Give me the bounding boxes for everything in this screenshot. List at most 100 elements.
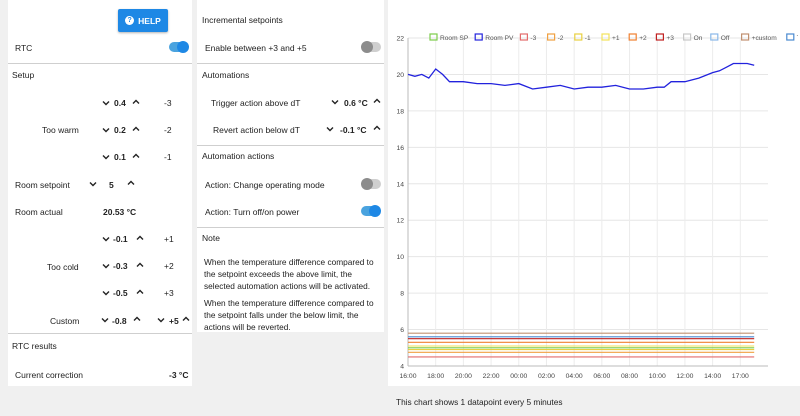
note-text-1: When the temperature difference compared… xyxy=(204,257,374,291)
x-tick-label: 08:00 xyxy=(621,373,638,380)
current-correction-label: Current correction xyxy=(15,370,84,380)
legend-label: -2 xyxy=(558,35,564,42)
divider xyxy=(197,63,384,64)
legend-label: -1 xyxy=(585,35,591,42)
warm-value: 0.1 xyxy=(114,152,126,162)
x-tick-label: 02:00 xyxy=(538,373,555,380)
too-cold-label: Too cold xyxy=(47,262,79,272)
custom-step: +5 xyxy=(169,316,179,326)
x-tick-label: 20:00 xyxy=(455,373,472,380)
chevron-down-icon[interactable] xyxy=(100,124,112,136)
chevron-up-icon[interactable] xyxy=(134,232,146,244)
chevron-up-icon[interactable] xyxy=(130,96,142,108)
cold-step: +2 xyxy=(164,261,174,271)
x-tick-label: 04:00 xyxy=(566,373,583,380)
chevron-up-icon[interactable] xyxy=(180,313,192,325)
legend-swatch xyxy=(683,33,692,41)
legend-swatch xyxy=(741,33,750,41)
x-tick-label: 17:00 xyxy=(732,373,749,380)
legend-swatch xyxy=(786,33,795,41)
chevron-down-icon[interactable] xyxy=(324,123,336,135)
y-tick-label: 18 xyxy=(396,108,404,115)
legend-swatch xyxy=(655,33,664,41)
note-text-2: When the temperature difference compared… xyxy=(204,298,374,332)
enable-between-label: Enable between +3 and +5 xyxy=(205,43,307,53)
x-tick-label: 16:00 xyxy=(399,373,416,380)
chevron-down-icon[interactable] xyxy=(100,287,112,299)
cold-step: +3 xyxy=(164,288,174,298)
x-tick-label: 00:00 xyxy=(510,373,527,380)
room-setpoint-label: Room setpoint xyxy=(15,180,70,190)
divider xyxy=(197,145,384,146)
chevron-down-icon[interactable] xyxy=(100,151,112,163)
current-correction-value: -3 °C xyxy=(169,370,189,380)
too-warm-label: Too warm xyxy=(42,125,79,135)
x-tick-label: 10:00 xyxy=(649,373,666,380)
x-tick-label: 12:00 xyxy=(676,373,693,380)
room-actual-label: Room actual xyxy=(15,207,63,217)
setup-title: Setup xyxy=(12,70,35,80)
help-button[interactable]: ? HELP xyxy=(118,9,168,32)
chevron-down-icon[interactable] xyxy=(100,260,112,272)
help-label: HELP xyxy=(138,15,161,26)
legend-label: +1 xyxy=(612,35,620,42)
action-power-toggle[interactable] xyxy=(361,205,381,217)
cold-value: -0.3 xyxy=(113,261,128,271)
y-tick-label: 10 xyxy=(396,254,404,261)
automations-title: Automations xyxy=(202,70,250,80)
cold-step: +1 xyxy=(164,234,174,244)
cold-value: -0.1 xyxy=(113,234,128,244)
warm-value: 0.4 xyxy=(114,98,126,108)
legend-swatch xyxy=(628,33,637,41)
chevron-up-icon[interactable] xyxy=(134,259,146,271)
automation-panel: Incremental setpoints Enable between +3 … xyxy=(197,0,384,332)
legend-label: Room PV xyxy=(485,35,514,42)
automation-actions-title: Automation actions xyxy=(202,151,275,161)
chevron-down-icon[interactable] xyxy=(87,178,99,190)
cold-value: -0.5 xyxy=(113,288,128,298)
history-chart: 4 6 8 10 12 14 16 18 20 22 16:00 18:00 20:00 22:00 00:… xyxy=(396,33,798,380)
legend-label: +custom xyxy=(752,35,778,42)
x-tick-label: 06:00 xyxy=(593,373,610,380)
legend-swatch xyxy=(519,33,528,41)
action-mode-toggle[interactable] xyxy=(361,178,381,190)
divider xyxy=(8,63,192,64)
legend-label: +2 xyxy=(639,35,647,42)
chevron-up-icon[interactable] xyxy=(134,286,146,298)
warm-value: 0.2 xyxy=(114,125,126,135)
chevron-down-icon[interactable] xyxy=(100,233,112,245)
x-tick-label: 18:00 xyxy=(427,373,444,380)
chart-caption: This chart shows 1 datapoint every 5 min… xyxy=(396,397,563,407)
rtc-panel: ? HELP RTC Setup Too warm 0.4 -3 0.2 -2 … xyxy=(8,0,192,386)
chevron-up-icon[interactable] xyxy=(371,122,383,134)
x-tick-label: 22:00 xyxy=(483,373,500,380)
y-tick-label: 6 xyxy=(400,327,404,334)
custom-value: -0.8 xyxy=(112,316,127,326)
note-title: Note xyxy=(202,233,220,243)
legend-label: +3 xyxy=(666,35,674,42)
rtc-results-title: RTC results xyxy=(12,341,57,351)
revert-value: -0.1 °C xyxy=(340,125,367,135)
enable-between-toggle[interactable] xyxy=(361,41,381,53)
chevron-down-icon[interactable] xyxy=(99,314,111,326)
y-tick-label: 20 xyxy=(396,72,404,79)
y-tick-label: 12 xyxy=(396,218,404,225)
warm-step: -2 xyxy=(164,125,172,135)
chevron-up-icon[interactable] xyxy=(130,123,142,135)
legend-label: On xyxy=(694,35,703,42)
chevron-up-icon[interactable] xyxy=(130,150,142,162)
action-mode-label: Action: Change operating mode xyxy=(205,180,325,190)
legend-swatch xyxy=(547,33,556,41)
y-tick-label: 22 xyxy=(396,36,404,43)
chevron-up-icon[interactable] xyxy=(125,177,137,189)
chevron-down-icon[interactable] xyxy=(329,96,341,108)
y-tick-label: 8 xyxy=(400,291,404,298)
chevron-down-icon[interactable] xyxy=(155,314,167,326)
y-tick-label: 4 xyxy=(400,364,404,371)
warm-step: -1 xyxy=(164,152,172,162)
rtc-toggle[interactable] xyxy=(169,41,189,53)
legend-swatch xyxy=(429,33,438,41)
chevron-down-icon[interactable] xyxy=(100,97,112,109)
chevron-up-icon[interactable] xyxy=(371,95,383,107)
chevron-up-icon[interactable] xyxy=(131,313,143,325)
